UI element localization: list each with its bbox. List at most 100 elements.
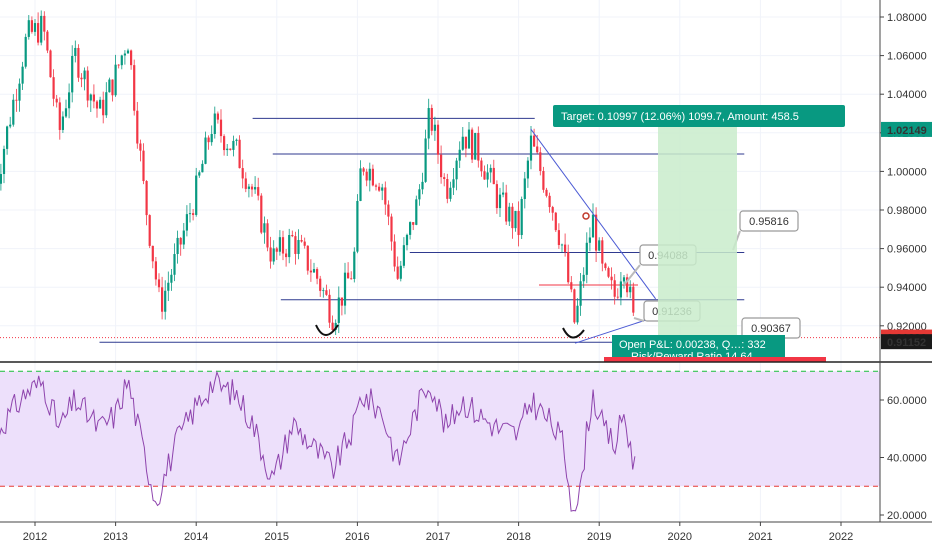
y-tick-label: 1.08000 — [887, 12, 927, 24]
candle-body — [430, 108, 433, 131]
rsi-panel — [0, 370, 880, 512]
candle-body — [294, 236, 297, 254]
rr-label-box[interactable] — [612, 350, 785, 360]
candle-body — [95, 101, 99, 109]
candle-body — [570, 282, 573, 290]
profit-zone[interactable] — [658, 118, 737, 335]
candle-body — [607, 268, 610, 277]
candle-body — [64, 108, 68, 117]
candle-body — [83, 70, 86, 80]
candle-body — [272, 248, 275, 262]
candle-body — [15, 99, 18, 101]
candle-body — [77, 47, 80, 78]
candle-body — [176, 237, 179, 255]
candle-body — [195, 175, 198, 215]
candle-body — [2, 148, 6, 175]
callout-pointer — [633, 317, 645, 322]
candle-body — [40, 15, 43, 43]
candle-body — [588, 237, 591, 243]
candle-body — [362, 168, 365, 172]
position-tool[interactable]: Target: 0.10997 (12.06%) 1099.7, Amount:… — [553, 105, 845, 363]
candle-body — [173, 254, 176, 275]
candle-body — [464, 136, 467, 149]
y-tick-label: 0.94000 — [887, 282, 927, 294]
candle-body — [216, 113, 219, 120]
target-label-box[interactable] — [553, 105, 845, 127]
candle-body — [449, 187, 452, 199]
candle-body — [461, 136, 464, 150]
rsi-band — [0, 371, 880, 487]
candle-body — [331, 322, 334, 330]
pnl-label-box[interactable] — [612, 335, 785, 353]
candle-body — [632, 286, 635, 313]
candle-body — [43, 15, 46, 32]
callout-label: 0.90367 — [751, 323, 791, 335]
candle-body — [427, 108, 430, 139]
x-tick-label: 2018 — [506, 531, 530, 543]
candle-body — [374, 185, 378, 187]
peak-marker — [582, 212, 590, 220]
candle-body — [223, 136, 226, 151]
candle-body — [545, 189, 548, 196]
candle-body — [80, 77, 83, 80]
candle-body — [229, 148, 232, 150]
loss-zone[interactable] — [604, 357, 826, 362]
candle-body — [492, 167, 495, 185]
candle-body — [213, 113, 216, 134]
candle-body — [601, 240, 604, 264]
candle-body — [390, 216, 393, 242]
candle-body — [347, 272, 350, 279]
x-tick-label: 2015 — [265, 531, 289, 543]
candle-body — [108, 79, 111, 93]
candle-body — [241, 168, 244, 179]
price-tag-label: 0.91152 — [887, 337, 926, 349]
candle-body — [312, 269, 316, 273]
candle-body — [192, 213, 195, 215]
cup-arc-left — [315, 324, 339, 336]
candle-body — [30, 20, 33, 32]
x-tick-label: 2021 — [748, 531, 772, 543]
candle-body — [27, 20, 30, 37]
candle-body — [210, 133, 213, 143]
candle-body — [325, 290, 328, 295]
rsi-line — [0, 370, 636, 512]
candle-body — [120, 55, 123, 66]
candle-body — [452, 179, 455, 188]
y-tick-label: 0.98000 — [887, 205, 927, 217]
candle-body — [126, 50, 130, 54]
candle-body — [387, 204, 390, 217]
candle-body — [384, 187, 387, 205]
candle-body — [157, 279, 161, 288]
candle-body — [533, 135, 536, 147]
candle-body — [55, 98, 58, 103]
candle-body — [551, 207, 554, 213]
candle-body — [164, 290, 167, 312]
candle-body — [316, 269, 319, 279]
candle-body — [399, 265, 402, 279]
candle-body — [412, 222, 415, 225]
candle-body — [502, 192, 505, 195]
x-tick-label: 2022 — [829, 531, 853, 543]
candle-body — [433, 124, 436, 131]
x-tick-label: 2013 — [103, 531, 127, 543]
candle-body — [548, 195, 551, 208]
candle-body — [486, 172, 489, 180]
candle-body — [598, 240, 601, 251]
candle-body — [99, 99, 102, 109]
y-tick-label: 1.04000 — [887, 89, 927, 101]
candle-body — [288, 235, 291, 258]
candle-body — [591, 214, 595, 238]
candle-body — [49, 50, 52, 78]
candle-body — [514, 210, 517, 229]
candle-body — [529, 135, 533, 161]
candle-body — [266, 223, 269, 248]
candle-body — [523, 178, 526, 199]
candle-body — [511, 206, 514, 229]
candle-body — [337, 297, 340, 323]
candle-body — [626, 277, 629, 293]
candle-body — [74, 47, 77, 56]
pnl-label: Open P&L: 0.00238, Q…: 332 — [619, 339, 766, 351]
candle-body — [356, 200, 359, 252]
candle-body — [136, 110, 139, 144]
